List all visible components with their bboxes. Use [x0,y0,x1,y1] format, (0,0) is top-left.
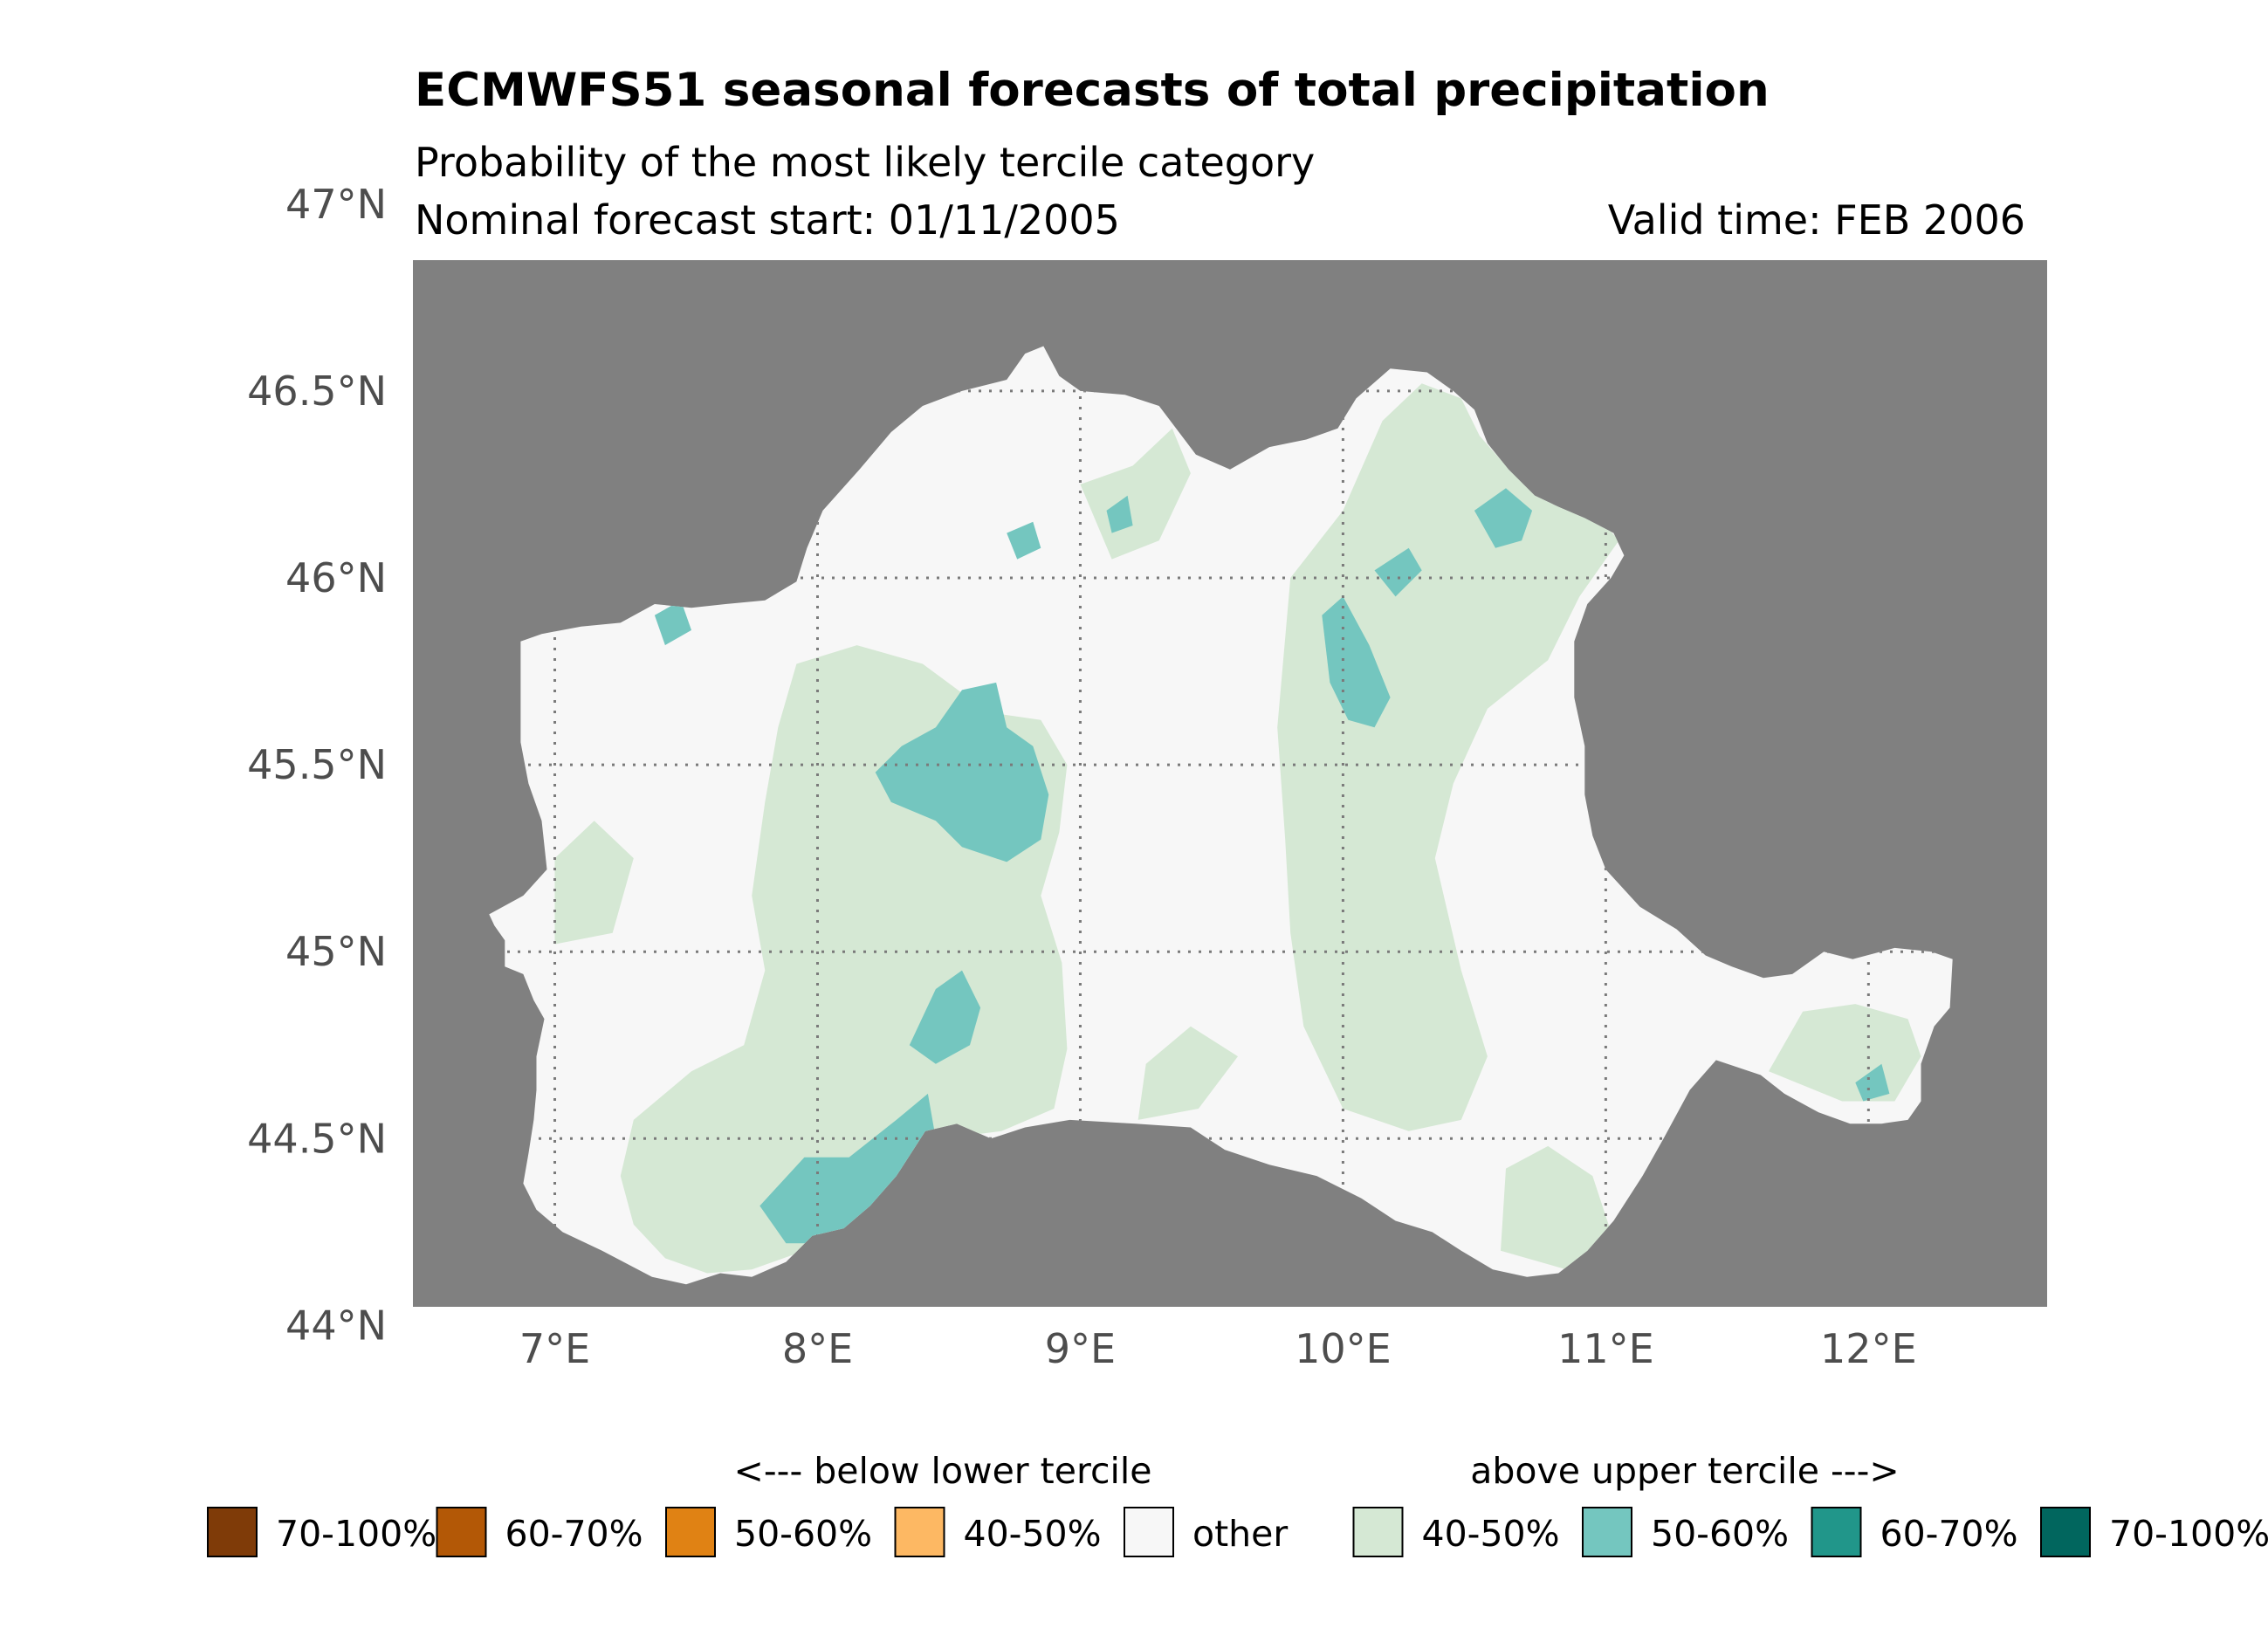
legend-label: 40-50% [1422,1513,1560,1555]
legend-swatch [207,1507,258,1557]
legend-swatch [665,1507,716,1557]
x-tick-label: 11°E [1557,1325,1654,1372]
probability-patch-5 [554,821,634,945]
y-tick-label: 45°N [285,928,387,975]
legend-swatch [1582,1507,1632,1557]
probability-patch-17 [654,600,691,646]
x-tick-label: 10°E [1295,1325,1392,1372]
probability-patch-10 [1322,596,1391,728]
probability-patch-2 [1501,1145,1612,1270]
y-tick-label: 47°N [285,181,387,228]
longitude-ticks: 7°E 8°E 9°E 10°E 11°E 12°E [519,1325,1917,1372]
legend-swatch [1352,1507,1404,1557]
legend-label: 70-100% [2109,1513,2268,1555]
probability-patch-14 [1106,495,1133,533]
map-subtitle: Probability of the most likely tercile c… [415,139,1315,186]
legend: <--- below lower tercile above upper ter… [207,1450,2268,1557]
map-title: ECMWFS51 seasonal forecasts of total pre… [415,64,1770,117]
probability-patch-12 [1374,547,1422,597]
y-tick-label: 44°N [285,1302,387,1349]
y-tick-label: 45.5°N [247,741,387,788]
x-tick-label: 8°E [782,1325,853,1372]
legend-swatch [1124,1507,1174,1557]
y-tick-label: 46.5°N [247,368,387,415]
probability-patch-9 [759,1093,936,1244]
probability-patch-4 [1080,428,1191,560]
valid-time-label: Valid time: FEB 2006 [1608,196,2025,244]
x-tick-label: 7°E [519,1325,590,1372]
legend-label: 50-60% [1651,1513,1789,1555]
x-tick-label: 9°E [1045,1325,1116,1372]
legend-swatch [894,1507,945,1557]
probability-patch-8 [909,970,981,1064]
probability-patch-13 [1007,521,1041,560]
po-basin-layer [489,346,1953,1285]
probability-patch-11 [1474,488,1533,548]
legend-label: 70-100% [276,1513,436,1555]
forecast-start-label: Nominal forecast start: 01/11/2005 [415,196,1120,244]
y-tick-label: 44.5°N [247,1115,387,1162]
legend-above-header: above upper tercile ---> [1470,1450,1899,1492]
legend-label: other [1192,1513,1288,1555]
legend-label: 60-70% [505,1513,643,1555]
y-tick-label: 46°N [285,554,387,601]
legend-swatch [1811,1507,1862,1557]
legend-below-header: <--- below lower tercile [734,1450,1152,1492]
x-tick-label: 12°E [1820,1325,1917,1372]
legend-swatch [2040,1507,2091,1557]
probability-patch-18 [1855,1063,1890,1102]
legend-label: 40-50% [964,1513,1102,1555]
probability-patch-6 [1137,1026,1238,1120]
legend-swatch [436,1507,487,1557]
legend-label: 60-70% [1880,1513,2018,1555]
legend-entries: 70-100% 60-70% 50-60% 40-50% other 40-50% 50-6… [207,1507,2268,1557]
probability-patch-7 [875,682,1049,862]
latitude-ticks: 44°N 44.5°N 45°N 45.5°N 46°N 46.5°N 47°N [247,181,387,1350]
legend-label: 50-60% [734,1513,872,1555]
probability-patch-1 [1277,383,1619,1131]
